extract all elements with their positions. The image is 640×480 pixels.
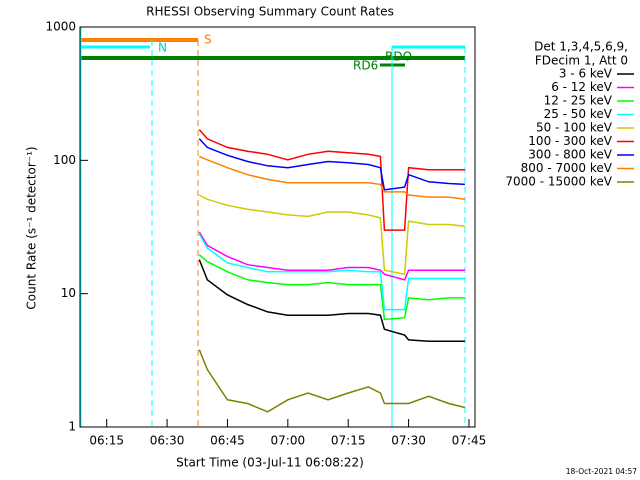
y-tick-label: 1 — [68, 420, 76, 434]
legend-label: 3 - 6 keV — [559, 67, 613, 81]
series-line — [199, 155, 466, 201]
series-line — [198, 194, 465, 276]
x-axis-label: Start Time (03-Jul-11 06:08:22) — [176, 456, 364, 470]
annotation: S — [204, 33, 212, 47]
x-tick-label: 07:45 — [452, 434, 487, 448]
series-line — [198, 138, 465, 191]
series-line — [198, 129, 465, 231]
x-tick-label: 06:45 — [210, 434, 245, 448]
x-tick-label: 07:00 — [271, 434, 306, 448]
series-line — [198, 349, 466, 413]
legend-label: 6 - 12 keV — [551, 80, 613, 94]
x-tick-label: 07:30 — [391, 434, 426, 448]
x-tick-label: 06:30 — [150, 434, 185, 448]
legend-label: 100 - 300 keV — [528, 134, 612, 148]
chart-title: RHESSI Observing Summary Count Rates — [146, 5, 394, 19]
series-line — [198, 233, 465, 311]
annotation: RD6 — [353, 59, 378, 73]
legend-label: 300 - 800 keV — [528, 148, 612, 162]
series-line — [198, 259, 465, 342]
y-tick-label: 100 — [53, 153, 76, 167]
y-axis-label: Count Rate (s⁻¹ detector⁻¹) — [25, 146, 39, 309]
plot-frame — [79, 26, 476, 428]
y-tick-label: 10 — [61, 286, 76, 300]
x-tick-label: 06:15 — [89, 434, 124, 448]
legend-header: Det 1,3,4,5,6,9, — [534, 40, 628, 54]
legend-header: FDecim 1, Att 0 — [535, 54, 628, 68]
legend-label: 12 - 25 keV — [544, 94, 613, 108]
legend-label: 7000 - 15000 keV — [505, 175, 612, 189]
legend-label: 50 - 100 keV — [536, 121, 613, 135]
annotation: N — [158, 41, 167, 55]
y-tick-label: 1000 — [45, 20, 76, 34]
legend-label: 800 - 7000 keV — [521, 161, 613, 175]
annotation: RDO — [385, 50, 412, 64]
series-line — [198, 254, 465, 321]
series-line — [198, 231, 465, 281]
footer: 18-Oct-2021 04:57 — [566, 467, 637, 476]
x-tick-label: 07:15 — [331, 434, 366, 448]
legend-label: 25 - 50 keV — [544, 107, 613, 121]
